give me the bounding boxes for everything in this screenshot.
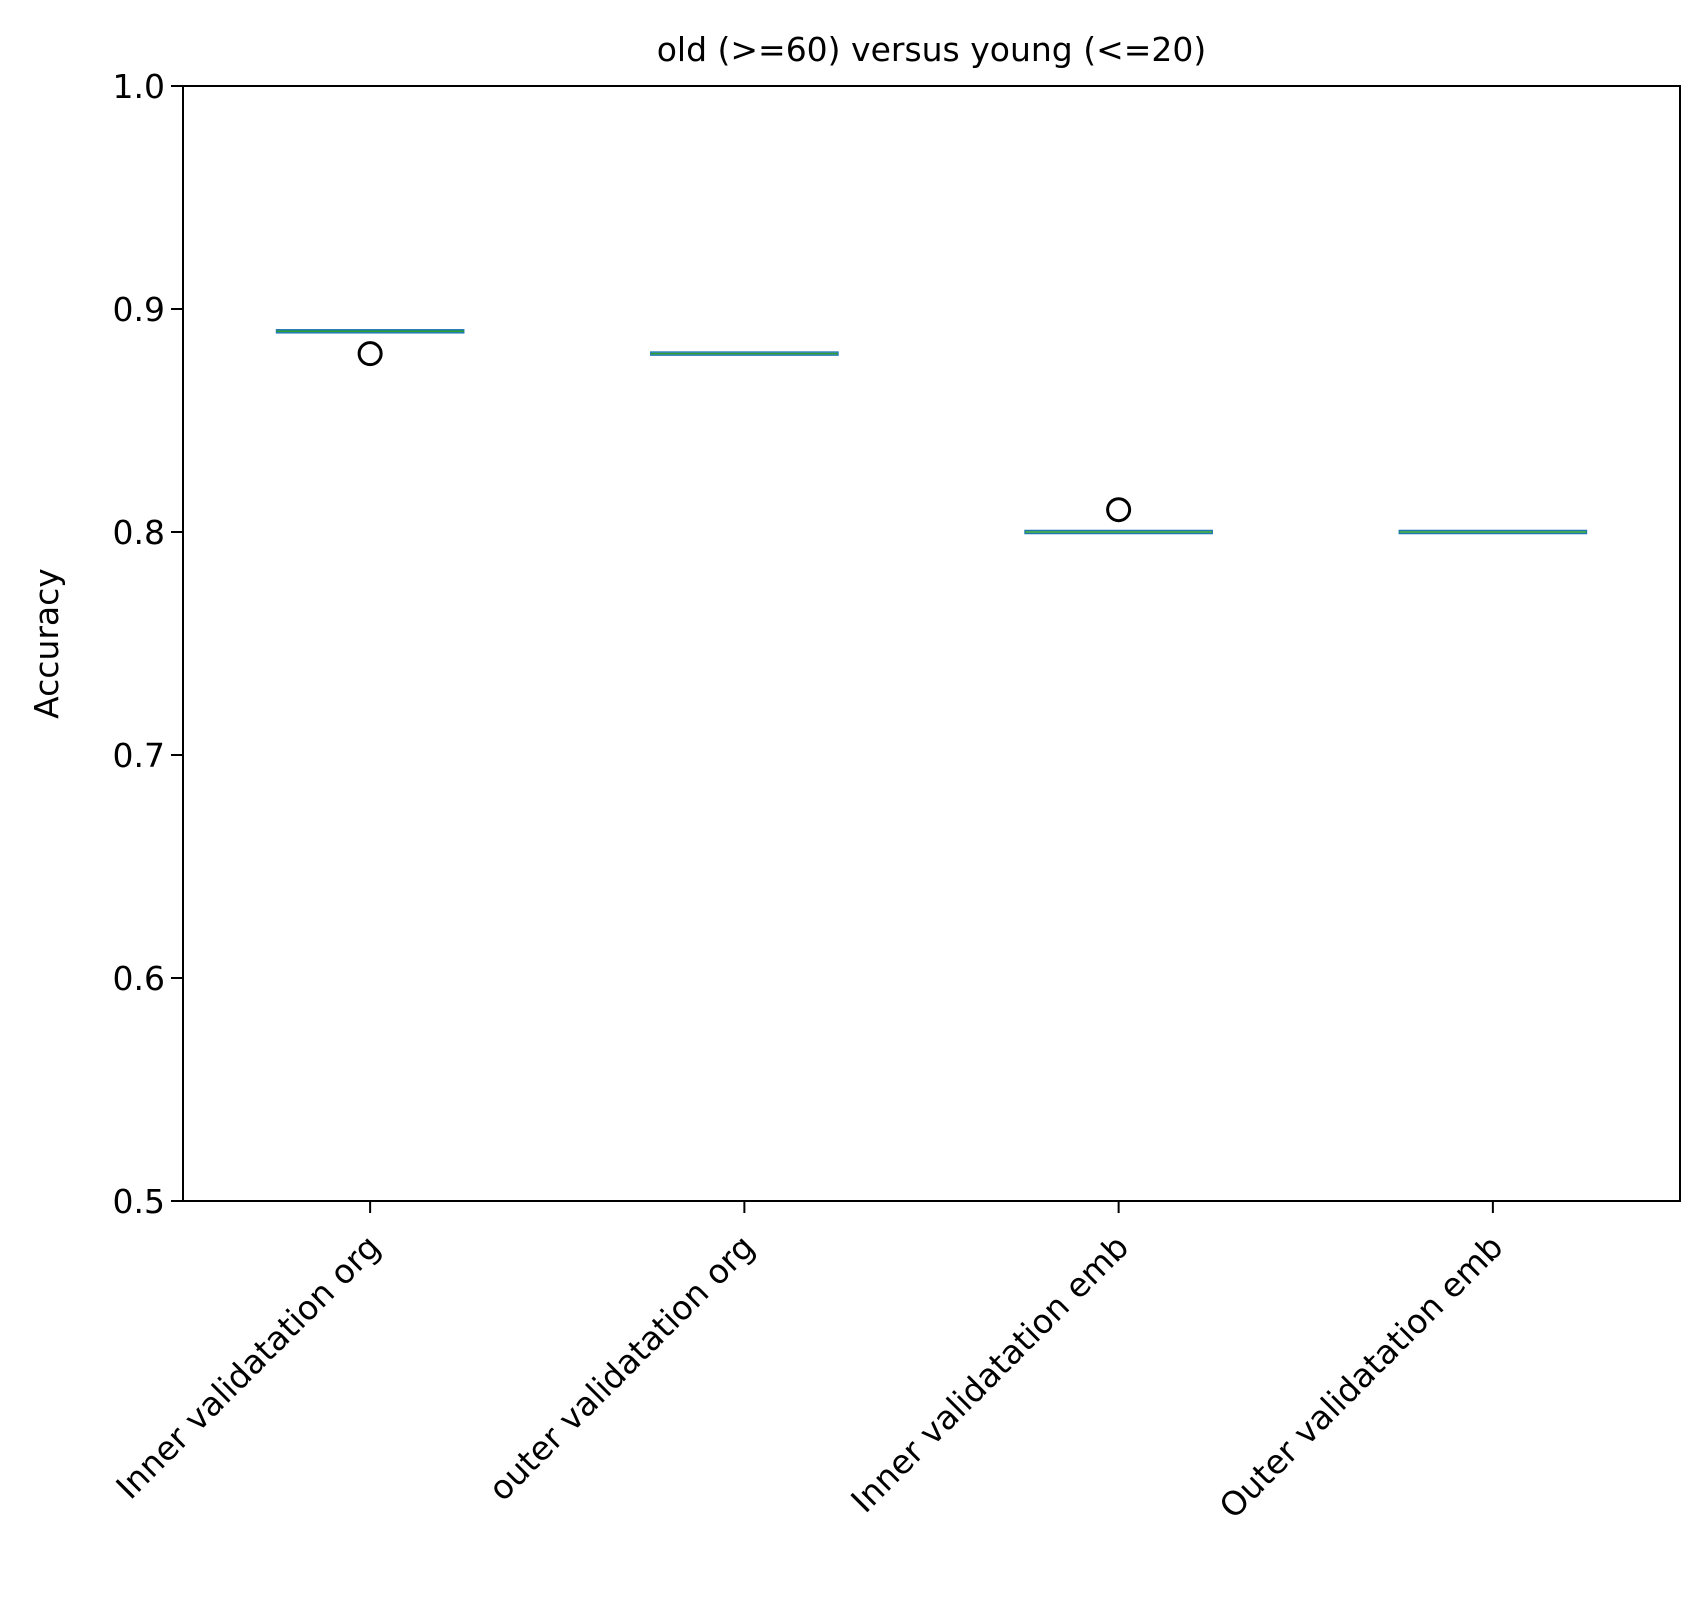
box-series bbox=[275, 329, 1588, 535]
y-axis-ticks: 0.5 0.6 0.7 0.8 0.9 1.0 bbox=[113, 67, 183, 1221]
y-tick-label: 0.9 bbox=[113, 290, 165, 329]
outlier-points bbox=[357, 341, 1132, 523]
outlier-point bbox=[1106, 497, 1132, 523]
y-axis-label: Accuracy bbox=[27, 568, 66, 719]
plot-frame bbox=[182, 85, 1681, 1202]
outlier-point bbox=[357, 341, 383, 367]
y-tick-label: 1.0 bbox=[113, 67, 165, 106]
chart-title: old (>=60) versus young (<=20) bbox=[657, 30, 1207, 69]
y-tick-label: 0.7 bbox=[113, 736, 165, 775]
y-tick-label: 0.6 bbox=[113, 959, 165, 998]
y-tick-label: 0.5 bbox=[113, 1182, 165, 1221]
y-tick-label: 0.8 bbox=[113, 513, 165, 552]
